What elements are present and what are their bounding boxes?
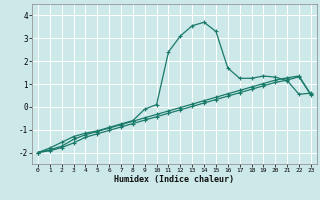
X-axis label: Humidex (Indice chaleur): Humidex (Indice chaleur) [115, 175, 234, 184]
